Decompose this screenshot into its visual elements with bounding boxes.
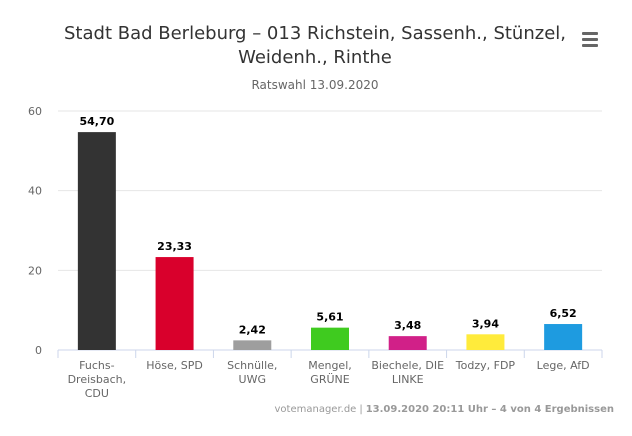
bar bbox=[388, 336, 427, 350]
chart-subtitle: Ratswahl 13.09.2020 bbox=[251, 78, 379, 92]
credits-source[interactable]: votemanager.de bbox=[274, 404, 357, 415]
hamburger-menu-icon[interactable] bbox=[578, 30, 602, 50]
x-tick-label: UWG bbox=[239, 373, 266, 386]
credits-timestamp: 13.09.2020 20:11 Uhr – 4 von 4 Ergebniss… bbox=[365, 404, 614, 415]
chart-title-line-1: Stadt Bad Berleburg – 013 Richstein, Sas… bbox=[64, 23, 566, 44]
x-tick-label: LINKE bbox=[392, 373, 424, 386]
chart-credits: votemanager.de | 13.09.2020 20:11 Uhr – 4 … bbox=[275, 404, 614, 415]
x-tick-label: Mengel, bbox=[308, 359, 352, 372]
x-tick-label: Todzy, FDP bbox=[455, 359, 516, 372]
chart-title: Stadt Bad Berleburg – 013 Richstein, Sas… bbox=[40, 22, 590, 70]
data-label: 5,61 bbox=[316, 311, 343, 324]
bar bbox=[466, 334, 505, 350]
y-tick-label: 60 bbox=[28, 105, 42, 118]
credits-separator: | bbox=[359, 404, 363, 415]
x-tick-label: Dreisbach, bbox=[68, 373, 127, 386]
menu-line bbox=[582, 44, 598, 47]
menu-line bbox=[582, 38, 598, 41]
x-tick-label: CDU bbox=[85, 387, 109, 400]
data-label: 3,48 bbox=[394, 319, 421, 332]
bar bbox=[233, 340, 272, 350]
bar bbox=[77, 132, 116, 350]
chart-title-line-2: Weidenh., Rinthe bbox=[238, 47, 392, 68]
bar bbox=[544, 324, 583, 350]
x-tick-label: Biechele, DIE bbox=[371, 359, 444, 372]
data-label: 23,33 bbox=[157, 240, 192, 253]
x-tick-label: Lege, AfD bbox=[537, 359, 590, 372]
data-label: 3,94 bbox=[472, 317, 499, 330]
y-tick-label: 20 bbox=[28, 264, 42, 277]
bar bbox=[311, 327, 349, 350]
x-tick-label: Fuchs- bbox=[79, 359, 114, 372]
bar bbox=[155, 257, 194, 350]
data-label: 2,42 bbox=[239, 323, 266, 336]
data-label: 6,52 bbox=[550, 307, 577, 320]
y-tick-label: 0 bbox=[35, 344, 42, 357]
y-tick-label: 40 bbox=[28, 185, 42, 198]
x-tick-label: Schnülle, bbox=[227, 359, 277, 372]
data-label: 54,70 bbox=[79, 115, 114, 128]
x-tick-label: GRÜNE bbox=[310, 373, 349, 386]
x-tick-label: Höse, SPD bbox=[146, 359, 203, 372]
menu-line bbox=[582, 32, 598, 35]
